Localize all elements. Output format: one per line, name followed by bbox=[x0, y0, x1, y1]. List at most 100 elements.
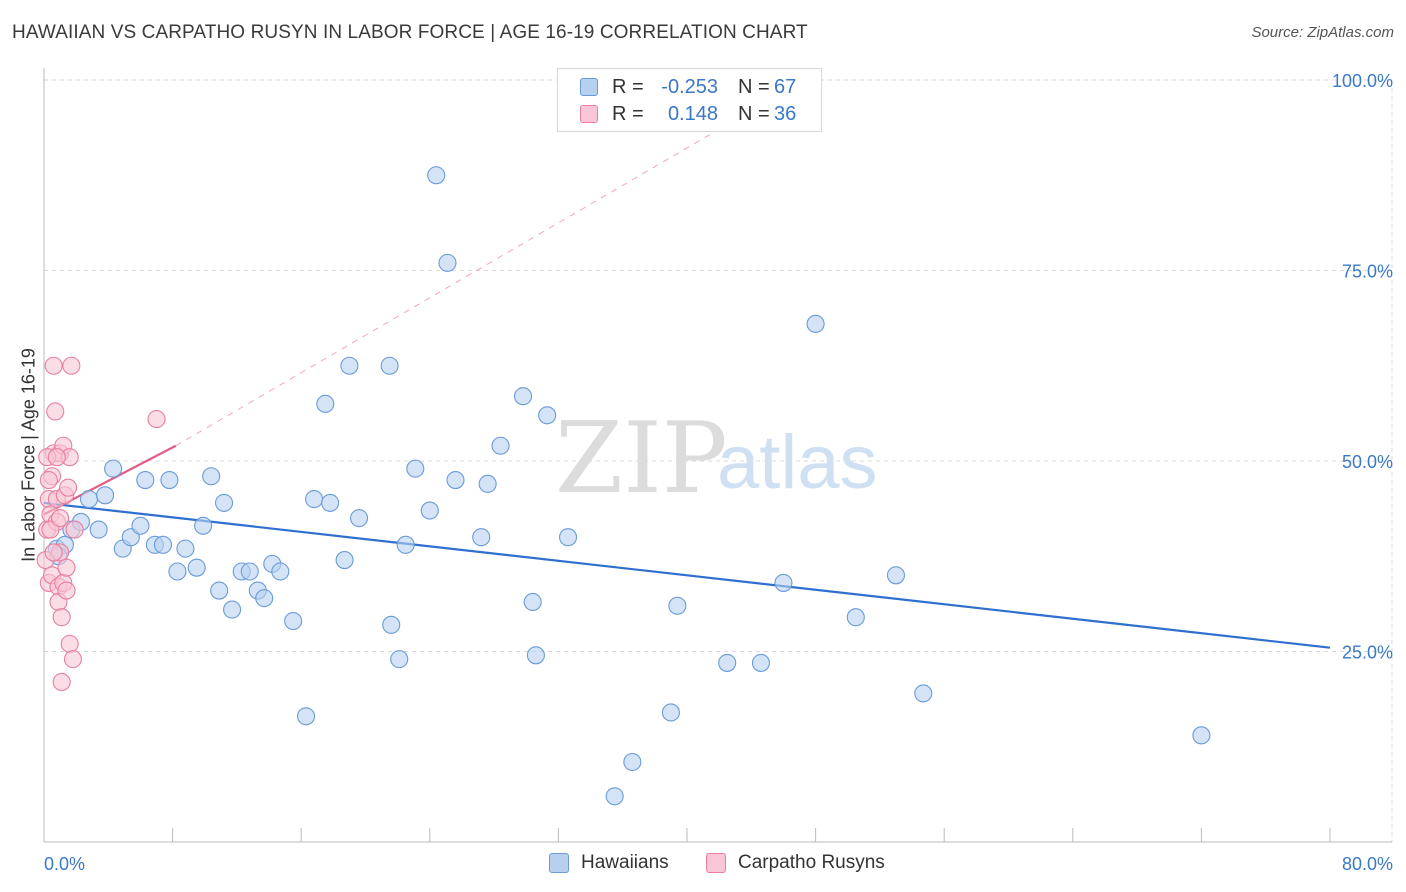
point-hawaiians bbox=[846, 608, 865, 627]
point-hawaiians bbox=[668, 596, 687, 615]
point-hawaiians bbox=[214, 493, 234, 512]
legend-n-value: 67 bbox=[774, 75, 797, 98]
point-hawaiians bbox=[718, 653, 737, 672]
point-hawaiians bbox=[491, 436, 510, 455]
point-hawaiians bbox=[526, 646, 545, 665]
point-hawaiians bbox=[774, 573, 793, 592]
point-hawaiians bbox=[446, 470, 465, 490]
point-hawaiians bbox=[1192, 726, 1211, 745]
legend-label-hawaiians: Hawaiians bbox=[581, 852, 669, 873]
point-hawaiians bbox=[240, 562, 259, 581]
y-tick-label: 25.0% bbox=[1342, 643, 1393, 663]
y-tick-label: 50.0% bbox=[1342, 452, 1393, 472]
point-hawaiians bbox=[335, 551, 354, 570]
point-hawaiians bbox=[176, 539, 195, 558]
point-carpatho-rusyns bbox=[57, 558, 76, 577]
point-hawaiians bbox=[104, 459, 123, 478]
trend-line-hawaiians bbox=[43, 501, 1331, 649]
point-hawaiians bbox=[523, 592, 542, 612]
point-hawaiians bbox=[79, 490, 99, 509]
point-hawaiians bbox=[210, 581, 229, 600]
point-hawaiians bbox=[350, 509, 369, 528]
legend-swatch-carpatho-rusyns bbox=[706, 853, 726, 873]
legend-row-hawaiians: R = -0.253 N = 67 bbox=[580, 75, 796, 99]
point-hawaiians bbox=[340, 356, 359, 375]
legend-n-label: N = bbox=[738, 75, 770, 98]
point-hawaiians bbox=[202, 467, 221, 486]
legend-swatch-hawaiians bbox=[580, 78, 598, 96]
point-hawaiians bbox=[382, 615, 401, 634]
point-hawaiians bbox=[321, 493, 340, 512]
point-hawaiians bbox=[427, 166, 446, 185]
watermark-atlas: atlas bbox=[717, 420, 878, 505]
legend-r-value: -0.253 bbox=[661, 75, 718, 98]
legend-r-label: R = bbox=[612, 75, 644, 98]
point-hawaiians bbox=[558, 528, 578, 547]
point-hawaiians bbox=[914, 684, 933, 703]
point-carpatho-rusyns bbox=[52, 672, 71, 692]
legend-row-carpatho-rusyns: R = 0.148 N = 36 bbox=[580, 102, 796, 126]
point-hawaiians bbox=[305, 490, 324, 509]
point-hawaiians bbox=[390, 650, 409, 669]
point-hawaiians bbox=[406, 459, 425, 478]
trend-line-carpatho-rusyns bbox=[175, 110, 752, 447]
data-points bbox=[36, 166, 1211, 806]
legend-swatch-hawaiians bbox=[549, 853, 569, 873]
point-carpatho-rusyns bbox=[44, 543, 63, 562]
point-hawaiians bbox=[194, 516, 213, 535]
grid-lines bbox=[44, 79, 1393, 842]
point-carpatho-rusyns bbox=[63, 650, 82, 669]
point-hawaiians bbox=[96, 486, 115, 505]
x-tick-label-max: 80.0% bbox=[1342, 854, 1393, 874]
legend-item-hawaiians[interactable]: Hawaiians bbox=[549, 852, 669, 874]
point-hawaiians bbox=[168, 562, 187, 581]
source-label: Source: ZipAtlas.com bbox=[1251, 24, 1394, 41]
point-hawaiians bbox=[513, 387, 533, 406]
point-hawaiians bbox=[605, 787, 624, 806]
point-hawaiians bbox=[538, 406, 557, 425]
y-tick-label: 75.0% bbox=[1342, 262, 1393, 282]
y-axis-label: In Labor Force | Age 16-19 bbox=[18, 348, 39, 562]
point-hawaiians bbox=[296, 707, 316, 726]
point-hawaiians bbox=[478, 474, 497, 493]
point-carpatho-rusyns bbox=[60, 634, 79, 653]
point-hawaiians bbox=[380, 356, 399, 375]
point-hawaiians bbox=[438, 253, 457, 272]
point-hawaiians bbox=[271, 562, 290, 581]
point-hawaiians bbox=[420, 501, 439, 520]
point-hawaiians bbox=[131, 516, 150, 535]
point-carpatho-rusyns bbox=[44, 356, 63, 375]
chart-title: HAWAIIAN VS CARPATHO RUSYN IN LABOR FORC… bbox=[12, 22, 808, 43]
point-carpatho-rusyns bbox=[47, 448, 66, 467]
point-carpatho-rusyns bbox=[51, 509, 70, 528]
legend-r-label: R = bbox=[612, 102, 644, 125]
stats-legend: R = -0.253 N = 67 R = 0.148 N = 36 bbox=[557, 68, 822, 132]
point-carpatho-rusyns bbox=[59, 478, 78, 497]
tick-labels: 25.0% 50.0% 75.0% 100.0% 0.0% 80.0% bbox=[44, 71, 1393, 874]
point-hawaiians bbox=[187, 558, 206, 577]
point-hawaiians bbox=[136, 470, 155, 490]
point-carpatho-rusyns bbox=[52, 608, 71, 627]
legend-label-carpatho-rusyns: Carpatho Rusyns bbox=[738, 852, 885, 873]
point-hawaiians bbox=[89, 520, 108, 539]
legend-n-value: 36 bbox=[774, 102, 797, 125]
point-carpatho-rusyns bbox=[57, 581, 76, 600]
point-hawaiians bbox=[160, 470, 179, 490]
x-tick-label-min: 0.0% bbox=[44, 854, 85, 874]
legend-r-value: 0.148 bbox=[667, 102, 718, 125]
point-hawaiians bbox=[255, 589, 274, 608]
y-tick-label: 100.0% bbox=[1332, 71, 1393, 91]
watermark-zip: ZIP bbox=[555, 402, 728, 516]
legend-item-carpatho-rusyns[interactable]: Carpatho Rusyns bbox=[706, 852, 885, 874]
point-hawaiians bbox=[751, 653, 770, 672]
point-hawaiians bbox=[223, 600, 242, 619]
point-hawaiians bbox=[396, 535, 415, 554]
legend-n-label: N = bbox=[738, 102, 770, 125]
point-hawaiians bbox=[153, 535, 173, 554]
point-hawaiians bbox=[661, 703, 680, 722]
point-carpatho-rusyns bbox=[46, 402, 65, 421]
point-carpatho-rusyns bbox=[39, 470, 58, 490]
point-hawaiians bbox=[623, 752, 642, 772]
